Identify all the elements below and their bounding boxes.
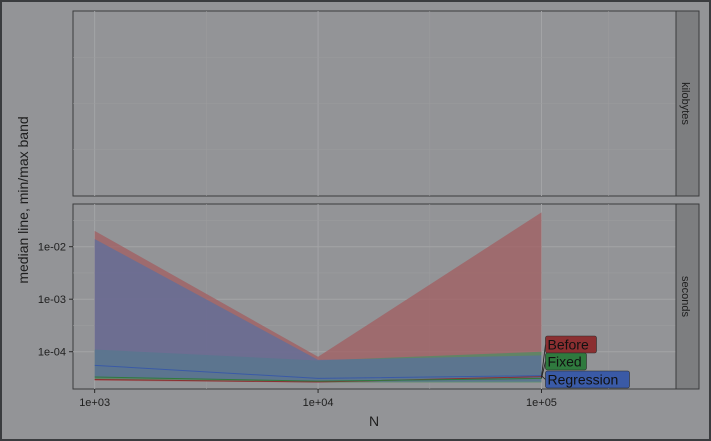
facet-panel-kilobytes: kilobytes: [72, 10, 700, 197]
label-leader-before: [541, 344, 546, 377]
x-tick-label: 1e+03: [79, 397, 110, 409]
x-tick-label: 1e+05: [526, 397, 557, 409]
series-label-fixed: Fixed: [547, 354, 581, 370]
series-bands: [94, 212, 542, 383]
x-axis-title: N: [369, 413, 379, 429]
x-axis-ticks: 1e+03 1e+04 1e+05: [79, 389, 557, 409]
y-axis-ticks: 1e-04 1e-03 1e-02: [38, 242, 73, 359]
median-line-regression: [94, 364, 542, 379]
y-tick-label: 1e-02: [38, 242, 66, 254]
label-leader-fixed: [541, 361, 546, 379]
panel-gridlines: [73, 11, 676, 196]
x-tick-label: 1e+04: [303, 397, 334, 409]
series-label-regression: Regression: [547, 372, 618, 388]
facet-strip: [675, 10, 700, 197]
median-line-fixed: [94, 376, 542, 382]
band-regression: [94, 239, 542, 382]
y-tick-label: 1e-04: [38, 347, 66, 359]
facet-strip: [675, 203, 700, 390]
y-axis-title: median line, min/max band: [15, 116, 31, 283]
label-box-regression: [545, 370, 630, 389]
y-tick-label: 1e-03: [38, 294, 66, 306]
label-leader-regression: [541, 375, 546, 380]
series-label-before: Before: [547, 337, 588, 353]
facet-strip-label: seconds: [679, 276, 691, 317]
facet-panel-seconds: 1e-04 1e-03 1e-02 seconds: [38, 203, 700, 390]
label-box-fixed: [545, 352, 587, 371]
series-median-lines: [94, 364, 542, 383]
median-line-before: [94, 376, 542, 383]
facet-strip-label: kilobytes: [679, 82, 691, 125]
